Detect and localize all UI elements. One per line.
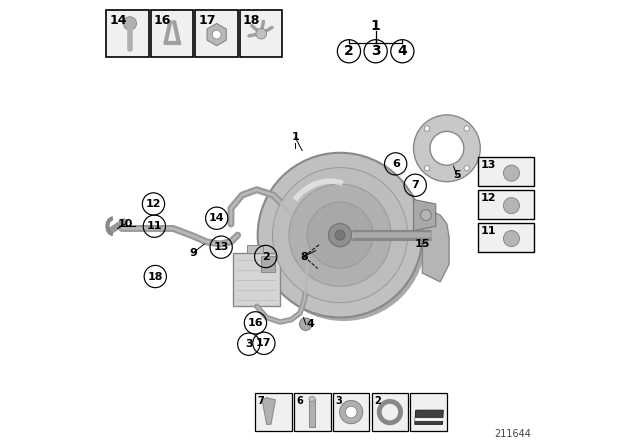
- Text: 7: 7: [258, 396, 264, 406]
- Polygon shape: [207, 23, 227, 46]
- Text: 211644: 211644: [495, 429, 531, 439]
- Bar: [478, 223, 534, 252]
- Text: 10: 10: [117, 219, 132, 229]
- Polygon shape: [413, 199, 436, 231]
- Bar: [410, 393, 447, 431]
- Text: 4: 4: [397, 44, 407, 58]
- Text: 14: 14: [109, 14, 127, 27]
- Text: 13: 13: [214, 242, 229, 252]
- Circle shape: [258, 153, 422, 318]
- Text: 16: 16: [154, 14, 172, 27]
- Text: 17: 17: [256, 338, 271, 348]
- Bar: [478, 157, 534, 186]
- Ellipse shape: [309, 396, 315, 402]
- Bar: [261, 256, 275, 272]
- Circle shape: [289, 184, 391, 286]
- Text: 1: 1: [371, 19, 381, 33]
- Circle shape: [430, 131, 464, 165]
- Text: 2: 2: [374, 396, 381, 406]
- Circle shape: [124, 17, 136, 30]
- Text: 3: 3: [245, 339, 253, 349]
- Text: 9: 9: [189, 248, 197, 258]
- Text: 11: 11: [481, 226, 496, 236]
- Text: 2: 2: [262, 251, 269, 262]
- Text: 6: 6: [392, 159, 399, 169]
- Text: 18: 18: [147, 271, 163, 281]
- Circle shape: [420, 210, 431, 220]
- Text: 3: 3: [371, 44, 380, 58]
- Circle shape: [300, 318, 312, 331]
- Bar: [478, 190, 534, 219]
- Circle shape: [212, 30, 221, 39]
- Bar: [195, 10, 237, 57]
- Text: 12: 12: [146, 199, 161, 209]
- Circle shape: [307, 202, 373, 268]
- Circle shape: [464, 126, 469, 131]
- Text: 13: 13: [481, 160, 496, 170]
- Text: 2: 2: [344, 44, 354, 58]
- Circle shape: [504, 231, 520, 246]
- Bar: [106, 10, 148, 57]
- Circle shape: [335, 230, 345, 240]
- Text: 16: 16: [248, 318, 263, 328]
- Circle shape: [340, 401, 363, 424]
- Circle shape: [346, 406, 357, 418]
- Text: 17: 17: [198, 14, 216, 27]
- Text: 5: 5: [453, 170, 461, 180]
- Text: 6: 6: [296, 396, 303, 406]
- Circle shape: [424, 126, 429, 131]
- Text: 4: 4: [307, 319, 314, 329]
- Text: 7: 7: [412, 180, 419, 190]
- Circle shape: [424, 165, 429, 171]
- Text: 8: 8: [300, 251, 308, 262]
- Circle shape: [504, 165, 520, 181]
- Circle shape: [504, 198, 520, 214]
- Circle shape: [273, 168, 408, 303]
- Circle shape: [261, 156, 426, 321]
- Bar: [309, 399, 315, 426]
- Bar: [233, 253, 280, 306]
- Polygon shape: [262, 398, 275, 424]
- Bar: [294, 393, 331, 431]
- Text: 14: 14: [209, 213, 225, 223]
- Text: 12: 12: [481, 193, 496, 203]
- Bar: [247, 245, 263, 253]
- Circle shape: [464, 165, 469, 171]
- Bar: [255, 393, 292, 431]
- Circle shape: [328, 224, 351, 247]
- Text: 3: 3: [335, 396, 342, 406]
- Polygon shape: [422, 211, 449, 282]
- Text: 15: 15: [415, 239, 430, 249]
- Circle shape: [413, 115, 480, 182]
- Bar: [240, 10, 282, 57]
- Text: 1: 1: [291, 132, 299, 142]
- Text: 18: 18: [243, 14, 260, 27]
- Bar: [333, 393, 369, 431]
- Circle shape: [256, 28, 267, 39]
- Bar: [151, 10, 193, 57]
- Bar: [372, 393, 408, 431]
- Text: 11: 11: [147, 221, 162, 231]
- Polygon shape: [415, 410, 444, 424]
